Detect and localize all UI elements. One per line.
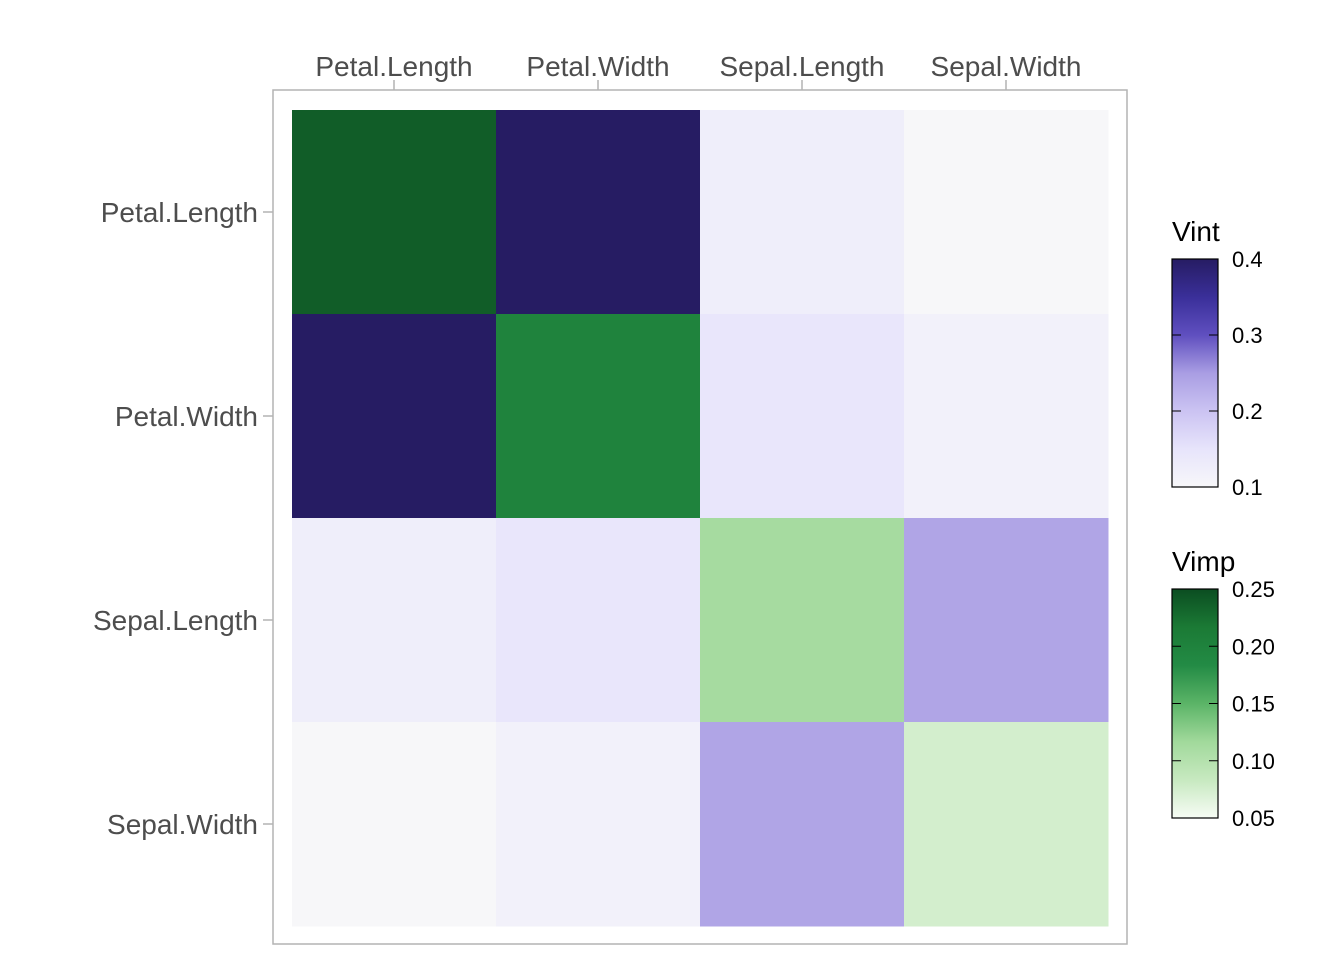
legend-vint: Vint 0.4 0.3 0.2 0.1	[1171, 216, 1263, 500]
legend-tick-label: 0.05	[1232, 806, 1275, 831]
legend-title: Vint	[1172, 216, 1220, 247]
heatmap-cell-Petal.Width-Petal.Width	[496, 314, 701, 519]
heatmap-cell-Sepal.Length-Sepal.Width	[904, 518, 1109, 723]
x-tick-label: Sepal.Length	[719, 51, 884, 82]
heatmap-cell-Petal.Length-Sepal.Width	[904, 110, 1109, 315]
heatmap-cell-Sepal.Width-Sepal.Width	[904, 722, 1109, 927]
y-tick-label: Petal.Length	[101, 197, 258, 228]
x-axis: Petal.Length Petal.Width Sepal.Length Sepal…	[315, 51, 1081, 90]
legend-tick-label: 0.2	[1232, 399, 1263, 424]
legend-tick-label: 0.15	[1232, 692, 1275, 717]
heatmap-cell-Petal.Length-Petal.Width	[496, 110, 701, 315]
y-tick-label: Petal.Width	[115, 401, 258, 432]
heatmap-cell-Sepal.Length-Sepal.Length	[700, 518, 905, 723]
y-tick-label: Sepal.Length	[93, 605, 258, 636]
heatmap-cell-Sepal.Width-Petal.Width	[496, 722, 701, 927]
heatmap-cell-Sepal.Length-Petal.Width	[496, 518, 701, 723]
y-axis: Petal.Length Petal.Width Sepal.Length Sepal…	[93, 197, 273, 840]
x-tick-label: Sepal.Width	[931, 51, 1082, 82]
legend-tick-label: 0.3	[1232, 323, 1263, 348]
legend-tick-label: 0.10	[1232, 749, 1275, 774]
heatmap-cells	[292, 110, 1109, 927]
heatmap-cell-Sepal.Length-Petal.Length	[292, 518, 497, 723]
y-tick-label: Sepal.Width	[107, 809, 258, 840]
legend-tick-label: 0.4	[1232, 247, 1263, 272]
heatmap-cell-Petal.Length-Sepal.Length	[700, 110, 905, 315]
heatmap-cell-Sepal.Width-Sepal.Length	[700, 722, 905, 927]
heatmap-cell-Petal.Width-Sepal.Width	[904, 314, 1109, 519]
legend-tick-label: 0.1	[1232, 475, 1263, 500]
legend-title: Vimp	[1172, 546, 1235, 577]
legend-tick-label: 0.25	[1232, 577, 1275, 602]
legend-tick-label: 0.20	[1232, 634, 1275, 659]
legend-colorbar	[1171, 258, 1219, 488]
heatmap-cell-Petal.Width-Petal.Length	[292, 314, 497, 519]
heatmap-cell-Sepal.Width-Petal.Length	[292, 722, 497, 927]
heatmap-cell-Petal.Length-Petal.Length	[292, 110, 497, 315]
heatmap-cell-Petal.Width-Sepal.Length	[700, 314, 905, 519]
x-tick-label: Petal.Length	[315, 51, 472, 82]
x-tick-label: Petal.Width	[526, 51, 669, 82]
